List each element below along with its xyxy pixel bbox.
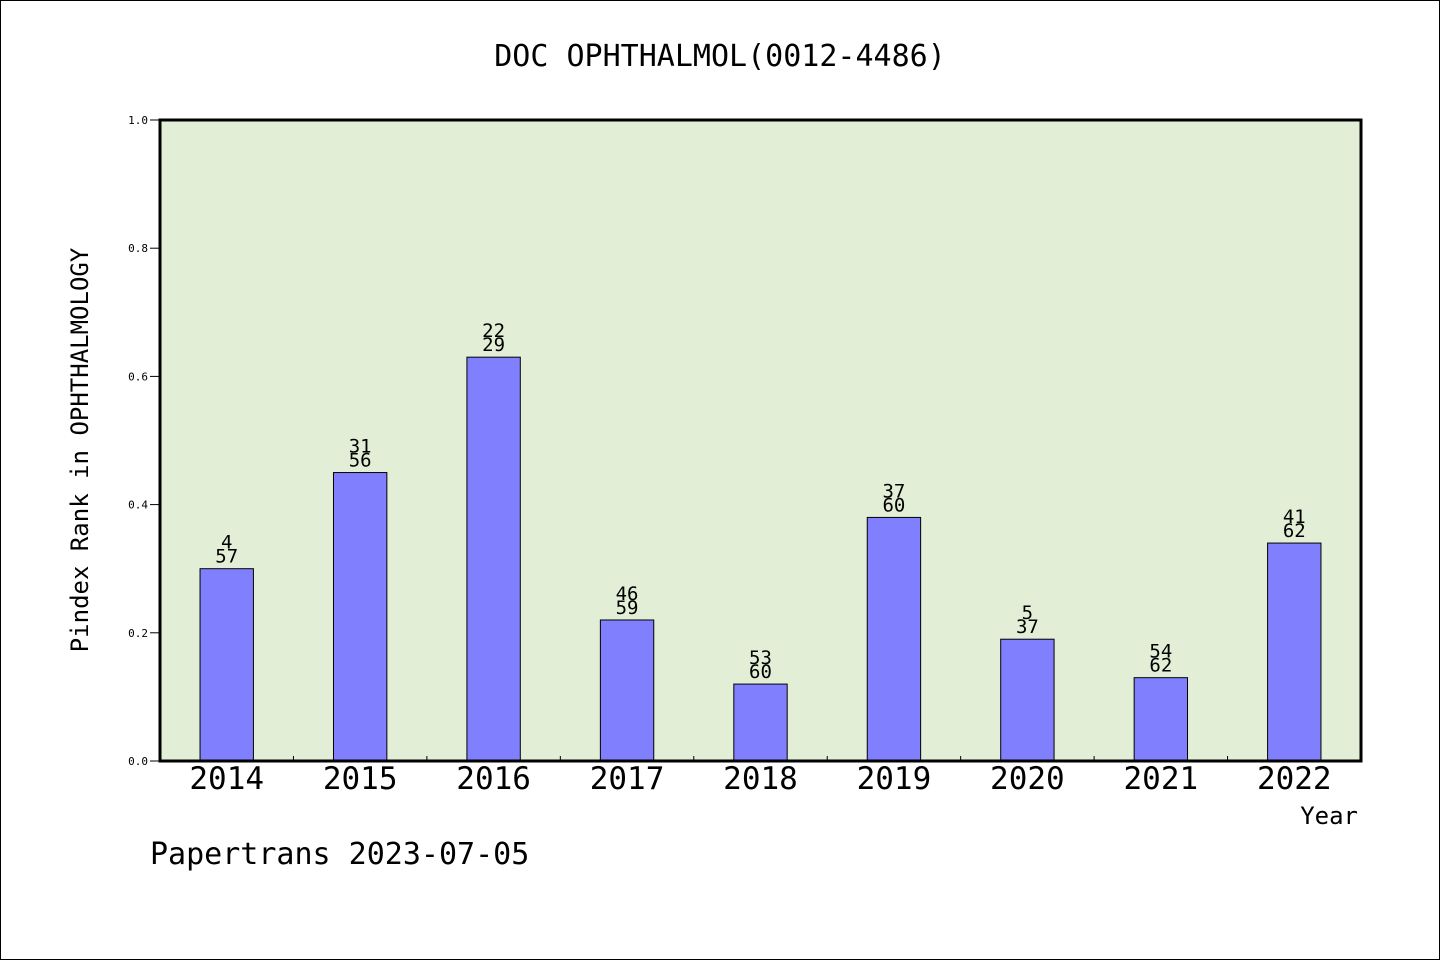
x-tick-label: 2014 (189, 761, 264, 797)
x-tick-label: 2021 (1124, 761, 1199, 797)
bar-2021 (1133, 677, 1189, 762)
x-tick-label: 2020 (990, 761, 1065, 797)
y-tick-label: 1.0 (128, 114, 148, 127)
bar-2019 (866, 516, 922, 762)
bar-label-top: 37 (882, 480, 905, 502)
x-tick-label: 2015 (323, 761, 398, 797)
x-tick-label: 2016 (456, 761, 531, 797)
bar-label-bottom: 60 (882, 494, 905, 516)
bar-2016 (466, 356, 521, 762)
bar-2015 (332, 472, 388, 762)
y-tick-label: 0.2 (128, 627, 148, 640)
footer-text: Papertrans 2023-07-05 (150, 837, 529, 872)
plot-border (158, 118, 1363, 763)
bar-2022 (1267, 542, 1322, 762)
bar-label-top: 5 (1022, 602, 1033, 624)
bar-label-top: 46 (616, 583, 639, 605)
bar-label-bottom: 62 (1283, 520, 1306, 542)
bar-label-top: 54 (1149, 641, 1172, 663)
bar-label-top: 41 (1283, 506, 1306, 528)
bar-label-bottom: 59 (616, 597, 639, 619)
y-tick-label: 0.6 (128, 370, 148, 383)
x-tick-label: 2017 (590, 761, 665, 797)
bar-2014 (199, 568, 254, 762)
bar-label-bottom: 60 (749, 661, 772, 683)
x-tick-label: 2018 (723, 761, 798, 797)
y-tick-label: 0.4 (128, 499, 148, 512)
bar-label-bottom: 29 (482, 334, 505, 356)
bar-label-bottom: 56 (349, 450, 372, 472)
bar-label-bottom: 57 (215, 546, 238, 568)
x-tick-label: 2019 (857, 761, 932, 797)
x-axis-label: Year (1300, 802, 1358, 830)
y-tick-label: 0.8 (128, 242, 148, 255)
y-axis-label: Pindex Rank in OPHTHALMOLOGY (66, 247, 94, 652)
bar-label-bottom: 62 (1149, 655, 1172, 677)
x-tick-label: 2022 (1257, 761, 1332, 797)
bar-label-top: 31 (349, 436, 372, 458)
bar-label-top: 22 (482, 320, 505, 342)
chart-title: DOC OPHTHALMOL(0012-4486) (494, 39, 946, 74)
bar-2018 (733, 683, 788, 762)
y-tick-label: 0.0 (128, 755, 148, 768)
bar-2017 (599, 619, 655, 762)
bar-label-bottom: 37 (1016, 616, 1039, 638)
bar-2020 (1000, 638, 1055, 762)
bar-label-top: 4 (221, 532, 232, 554)
bar-label-top: 53 (749, 647, 772, 669)
